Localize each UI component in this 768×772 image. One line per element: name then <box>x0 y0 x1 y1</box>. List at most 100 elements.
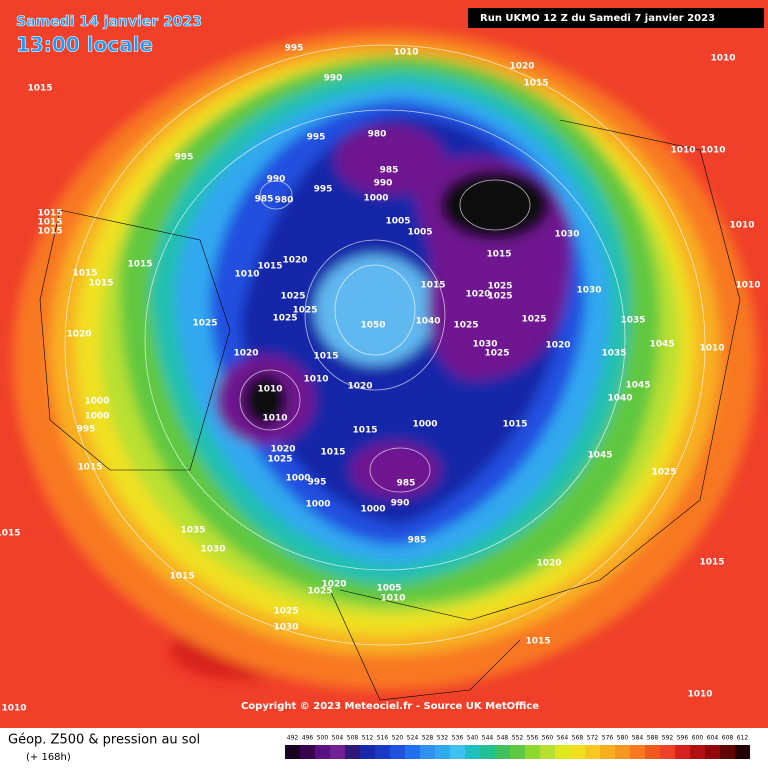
coastlines <box>39 119 741 701</box>
pressure-label: 990 <box>267 175 286 185</box>
pressure-label: 1025 <box>484 349 509 359</box>
colorbar-swatch <box>585 745 600 759</box>
pressure-label: 1010 <box>303 375 328 385</box>
pressure-label: 990 <box>391 499 410 509</box>
pressure-label: 1045 <box>587 451 612 461</box>
colorbar-swatch <box>375 745 390 759</box>
pressure-label: 1015 <box>72 269 97 279</box>
pressure-label: 1030 <box>554 230 579 240</box>
pressure-label: 985 <box>380 166 399 176</box>
colorbar-swatch <box>720 745 735 759</box>
pressure-label: 1015 <box>502 420 527 430</box>
colorbar-swatch <box>495 745 510 759</box>
colorbar-label: 572 <box>587 735 599 742</box>
pressure-label: 1030 <box>472 340 497 350</box>
pressure-label: 1025 <box>651 468 676 478</box>
colorbar-label: 512 <box>362 735 374 742</box>
pressure-label: 1000 <box>412 420 437 430</box>
pressure-label: 995 <box>175 153 194 163</box>
pressure-labels: 995 1010102010151015990101098099599598599… <box>0 44 761 714</box>
colorbar-swatch <box>705 745 720 759</box>
pressure-label: 995 <box>314 185 333 195</box>
pressure-label: 1010 <box>729 221 754 231</box>
colorbar-swatch <box>660 745 675 759</box>
footer-title: Géop. Z500 & pression au sol <box>8 733 200 748</box>
pressure-label: 985 <box>408 536 427 546</box>
pressure-label: 1020 <box>509 62 534 72</box>
colorbar-swatch <box>390 745 405 759</box>
colorbar-swatch <box>420 745 435 759</box>
colorbar-label: 608 <box>722 735 734 742</box>
pressure-label: 1015 <box>525 637 550 647</box>
pressure-label: 1035 <box>180 526 205 536</box>
colorbar-swatch <box>435 745 450 759</box>
pressure-label: 1025 <box>272 314 297 324</box>
colorbar-label: 504 <box>332 735 344 742</box>
pressure-label: 1015 <box>257 262 282 272</box>
colorbar-swatch <box>735 745 750 759</box>
pressure-label: 1010 <box>670 146 695 156</box>
pressure-label: 980 <box>275 196 294 206</box>
colorbar-swatch <box>450 745 465 759</box>
pressure-label: 1015 <box>27 84 52 94</box>
pressure-label: 1045 <box>649 340 674 350</box>
pressure-label: 980 <box>368 130 387 140</box>
colorbar-label: 564 <box>557 735 569 742</box>
pressure-label: 995 <box>307 133 326 143</box>
colorbar-label: 536 <box>452 735 464 742</box>
colorbar-label: 612 <box>737 735 749 742</box>
pressure-label: 1000 <box>363 194 388 204</box>
pressure-label: 1020 <box>545 341 570 351</box>
pressure-label: 1010 <box>393 48 418 58</box>
colorbar-swatch <box>345 745 360 759</box>
pressure-label: 985 <box>397 479 416 489</box>
colorbar-label: 528 <box>422 735 434 742</box>
pressure-label: 1035 <box>601 349 626 359</box>
pressure-label: 1010 <box>1 704 26 714</box>
colorbar-label: 588 <box>647 735 659 742</box>
colorbar-swatch <box>285 745 300 759</box>
pressure-label: 1015 <box>37 218 62 228</box>
colorbar-swatch <box>330 745 345 759</box>
pressure-label: 1015 <box>699 558 724 568</box>
pressure-label: 985 <box>255 195 274 205</box>
colorbar-swatch <box>555 745 570 759</box>
pressure-label: 1025 <box>521 315 546 325</box>
colorbar-label: 496 <box>302 735 314 742</box>
pressure-label: 1005 <box>407 228 432 238</box>
pressure-label: 1025 <box>487 292 512 302</box>
pressure-label: 1015 <box>88 279 113 289</box>
colorbar-label: 592 <box>662 735 674 742</box>
pressure-label: 1015 <box>320 448 345 458</box>
pressure-label: 1025 <box>280 292 305 302</box>
pressure-label: 1010 <box>257 385 282 395</box>
colorbar-label: 556 <box>527 735 539 742</box>
pressure-label: 1015 <box>313 352 338 362</box>
pressure-label: 1015 <box>37 227 62 237</box>
pressure-label: 1025 <box>453 321 478 331</box>
pressure-label: 1000 <box>84 397 109 407</box>
pressure-label: 1010 <box>735 281 760 291</box>
pressure-label: 1015 <box>127 260 152 270</box>
pressure-label: 1015 <box>486 250 511 260</box>
colorbar-swatch <box>570 745 585 759</box>
pressure-label: 1015 <box>420 281 445 291</box>
colorbar-label: 492 <box>287 735 299 742</box>
pressure-label: 1020 <box>233 349 258 359</box>
pressure-label: 1015 <box>77 463 102 473</box>
pressure-label: 1040 <box>607 394 632 404</box>
pressure-label: 995 <box>285 44 304 54</box>
colorbar-swatch <box>510 745 525 759</box>
colorbar-swatch <box>525 745 540 759</box>
colorbar-label: 604 <box>707 735 719 742</box>
colorbar: 492 496 500 504 508 512 516 520 524 528 532 536 540 5… <box>285 735 750 759</box>
pressure-label: 1000 <box>285 474 310 484</box>
colorbar-swatch <box>540 745 555 759</box>
colorbar-swatch <box>645 745 660 759</box>
colorbar-label: 544 <box>482 735 494 742</box>
colorbar-swatch <box>480 745 495 759</box>
pressure-label: 1030 <box>200 545 225 555</box>
pressure-label: 1000 <box>360 505 385 515</box>
